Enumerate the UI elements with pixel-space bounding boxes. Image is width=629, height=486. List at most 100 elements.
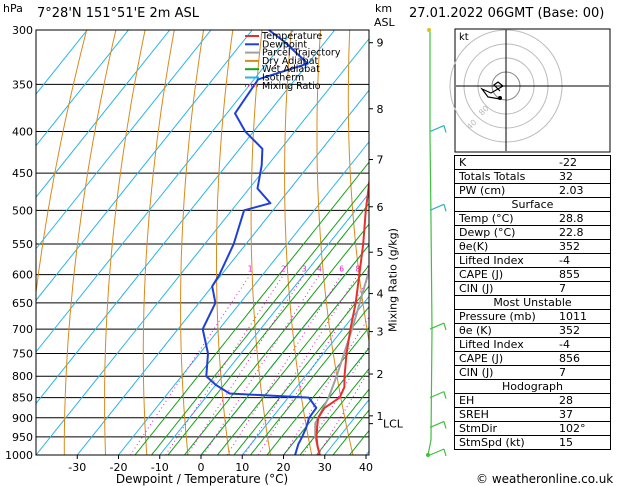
surface-row: Dewp (°C) 22.8 <box>454 225 611 240</box>
x-axis-title: Dewpoint / Temperature (°C) <box>116 472 288 486</box>
dry-adiabat <box>63 30 117 455</box>
x-tick-label: 0 <box>198 461 205 474</box>
x-tick-label: -30 <box>68 461 86 474</box>
wet-adiabat <box>283 347 369 455</box>
pressure-tick-label: 1000 <box>5 449 33 462</box>
km-tick-label: 4 <box>377 288 384 301</box>
km-tick-label: 5 <box>377 246 384 259</box>
isotherm <box>36 30 171 198</box>
surface-label: CIN (J) <box>454 281 555 296</box>
isotherm <box>118 141 369 455</box>
pressure-tick-label: 350 <box>12 78 33 91</box>
mixing-ratio-value: 10 <box>366 265 376 274</box>
legend-entry: Isotherm <box>262 73 304 84</box>
surface-row: CIN (J) 7 <box>454 281 611 296</box>
mixing-ratio-line <box>186 274 305 455</box>
wet-adiabat <box>151 182 369 455</box>
legend-entry: Mixing Ratio <box>262 81 321 92</box>
wind-barb-flag <box>443 448 447 457</box>
lcl-label: LCL <box>383 418 404 431</box>
most-unstable-label: θe (K) <box>454 323 555 338</box>
km-tick-label: 8 <box>377 103 384 116</box>
wind-barb-flag <box>443 125 447 133</box>
km-tick-label: 1 <box>377 410 384 423</box>
mixing-ratio-value: 2 <box>281 265 286 274</box>
wind-surface-dot <box>426 453 430 457</box>
most-unstable-row: CAPE (J) 856 <box>454 351 611 366</box>
dry-adiabat <box>250 30 271 455</box>
index-row: Totals Totals 32 <box>454 169 611 184</box>
surface-value: 22.8 <box>555 225 611 240</box>
x-tick-label: 30 <box>318 461 332 474</box>
surface-value: 352 <box>555 239 611 254</box>
pressure-tick-label: 900 <box>12 412 33 425</box>
dry-adiabat <box>347 30 369 344</box>
wet-adiabat <box>299 367 369 455</box>
wind-barb-flag <box>443 322 447 331</box>
index-value: 2.03 <box>555 183 611 198</box>
most-unstable-value: -4 <box>555 337 611 352</box>
isotherm <box>36 30 129 147</box>
mixing-ratio-value: 4 <box>317 265 322 274</box>
hodograph-row: StmDir 102° <box>454 421 611 436</box>
wind-barb-flag <box>443 391 447 399</box>
dry-adiabat <box>36 30 88 297</box>
isotherm <box>159 192 369 455</box>
most-unstable-title: Most Unstable <box>454 295 611 310</box>
dry-adiabat <box>216 30 234 455</box>
pressure-tick-label: 700 <box>12 323 33 336</box>
dry-adiabat <box>316 30 354 455</box>
hodograph-row: EH 28 <box>454 393 611 408</box>
index-value: -22 <box>555 155 611 170</box>
surface-value: -4 <box>555 253 611 268</box>
mixing-ratio-line <box>243 274 359 455</box>
x-tick-label: 10 <box>235 461 249 474</box>
wet-adiabat <box>184 223 369 455</box>
indices-table: K -22 Totals Totals 32 PW (cm) 2.03 Surface T… <box>454 155 611 450</box>
legend-entry: Wet Adiabat <box>262 64 320 75</box>
legend-entry: Dewpoint <box>262 39 307 50</box>
hodograph-value: 37 <box>555 407 611 422</box>
run-datetime: 27.01.2022 06GMT (Base: 00) <box>409 6 605 21</box>
surface-label: Lifted Index <box>454 253 555 268</box>
surface-row: CAPE (J) 855 <box>454 267 611 282</box>
hodograph-unit: kt <box>459 32 469 43</box>
hodograph-label: StmDir <box>454 421 555 436</box>
most-unstable-label: CIN (J) <box>454 365 555 380</box>
pressure-tick-label: 500 <box>12 204 33 217</box>
plot-frame <box>35 29 370 456</box>
dry-adiabat <box>104 30 146 455</box>
pressure-tick-label: 800 <box>12 370 33 383</box>
wind-profile-line <box>427 30 433 456</box>
hodograph-row: SREH 37 <box>454 407 611 422</box>
index-label: K <box>454 155 555 170</box>
isotherm <box>36 30 336 405</box>
mixing-ratio-line <box>226 274 343 455</box>
surface-row: θe(K) 352 <box>454 239 611 254</box>
index-label: PW (cm) <box>454 183 555 198</box>
mixing-ratio-line <box>257 276 369 455</box>
surface-title: Surface <box>454 197 611 212</box>
pressure-tick-label: 950 <box>12 431 33 444</box>
km-tick-label: 6 <box>377 201 384 214</box>
hodograph-value: 102° <box>555 421 611 436</box>
surface-label: Temp (°C) <box>454 211 555 226</box>
wet-adiabat <box>316 388 369 455</box>
mixing-ratio-value: 20 <box>408 265 418 274</box>
most-unstable-value: 352 <box>555 323 611 338</box>
km-tick-label: 3 <box>377 326 384 339</box>
mixing-ratio-line <box>283 315 369 455</box>
most-unstable-row: CIN (J) 7 <box>454 365 611 380</box>
pressure-tick-label: 400 <box>12 126 33 139</box>
surface-row: Temp (°C) 28.8 <box>454 211 611 226</box>
pressure-tick-label: 600 <box>12 269 33 282</box>
mixing-ratio-value: 8 <box>356 265 361 274</box>
wind-barb-flag <box>443 204 447 212</box>
pressure-tick-label: 450 <box>12 167 33 180</box>
wet-adiabat <box>250 305 369 455</box>
surface-value: 855 <box>555 267 611 282</box>
hodograph-label: StmSpd (kt) <box>454 435 555 450</box>
wind-barb <box>429 124 445 133</box>
most-unstable-label: CAPE (J) <box>454 351 555 366</box>
wet-adiabat <box>167 202 369 455</box>
